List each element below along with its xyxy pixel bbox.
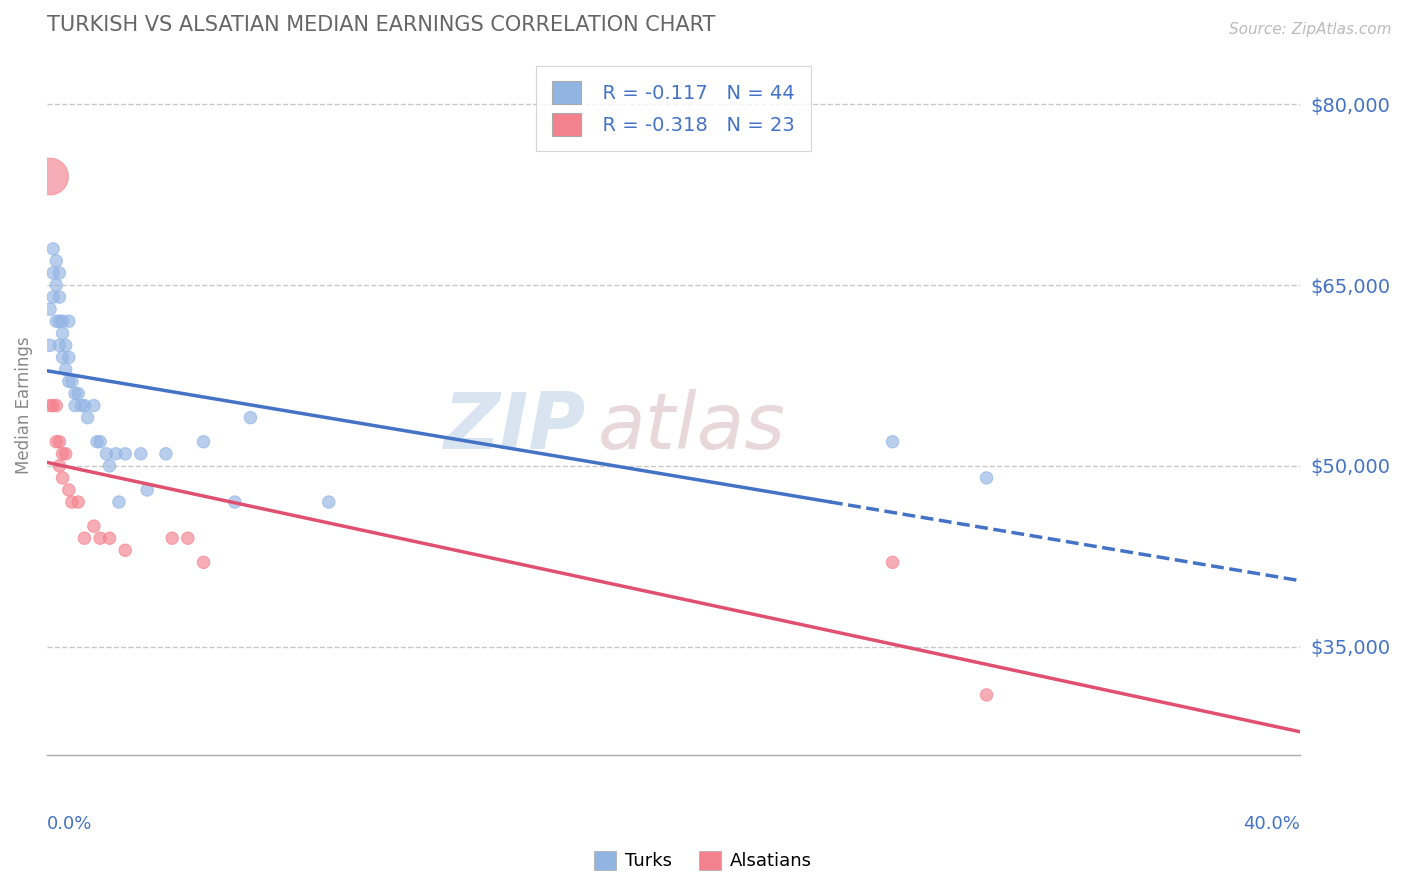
- Point: [89, 434, 111, 449]
- Point: [96, 447, 118, 461]
- Point: [42, 399, 65, 413]
- Point: [76, 410, 98, 425]
- Point: [51, 471, 73, 485]
- Text: 0.0%: 0.0%: [46, 815, 93, 833]
- Text: Source: ZipAtlas.com: Source: ZipAtlas.com: [1229, 22, 1392, 37]
- Point: [104, 447, 127, 461]
- Point: [48, 290, 70, 304]
- Point: [39, 169, 62, 184]
- Legend:   R = -0.117   N = 44,   R = -0.318   N = 23: R = -0.117 N = 44, R = -0.318 N = 23: [536, 66, 811, 152]
- Point: [45, 399, 67, 413]
- Point: [39, 399, 62, 413]
- Point: [70, 399, 93, 413]
- Point: [48, 266, 70, 280]
- Point: [98, 458, 121, 473]
- Point: [45, 434, 67, 449]
- Text: ZIP: ZIP: [443, 389, 586, 465]
- Point: [114, 447, 136, 461]
- Point: [60, 495, 83, 509]
- Text: TURKISH VS ALSATIAN MEDIAN EARNINGS CORRELATION CHART: TURKISH VS ALSATIAN MEDIAN EARNINGS CORR…: [46, 15, 716, 35]
- Point: [45, 254, 67, 268]
- Point: [51, 447, 73, 461]
- Point: [160, 531, 183, 545]
- Point: [129, 447, 152, 461]
- Text: atlas: atlas: [598, 389, 786, 465]
- Point: [60, 375, 83, 389]
- Point: [318, 495, 340, 509]
- Point: [42, 266, 65, 280]
- Point: [108, 495, 131, 509]
- Point: [63, 399, 86, 413]
- Point: [224, 495, 246, 509]
- Point: [882, 434, 904, 449]
- Point: [193, 555, 215, 569]
- Point: [976, 688, 998, 702]
- Point: [58, 351, 80, 365]
- Point: [45, 278, 67, 293]
- Point: [976, 471, 998, 485]
- Point: [89, 531, 111, 545]
- Point: [114, 543, 136, 558]
- Point: [48, 338, 70, 352]
- Y-axis label: Median Earnings: Median Earnings: [15, 337, 32, 475]
- Point: [39, 338, 62, 352]
- Point: [42, 290, 65, 304]
- Point: [67, 495, 90, 509]
- Point: [51, 314, 73, 328]
- Point: [73, 399, 96, 413]
- Point: [83, 399, 105, 413]
- Point: [51, 326, 73, 341]
- Point: [136, 483, 159, 497]
- Point: [155, 447, 177, 461]
- Point: [58, 375, 80, 389]
- Point: [45, 314, 67, 328]
- Point: [48, 314, 70, 328]
- Point: [177, 531, 200, 545]
- Point: [48, 434, 70, 449]
- Point: [98, 531, 121, 545]
- Point: [55, 338, 77, 352]
- Point: [55, 447, 77, 461]
- Point: [193, 434, 215, 449]
- Point: [83, 519, 105, 533]
- Point: [58, 483, 80, 497]
- Point: [39, 302, 62, 317]
- Legend: Turks, Alsatians: Turks, Alsatians: [588, 844, 818, 878]
- Point: [42, 242, 65, 256]
- Point: [51, 351, 73, 365]
- Point: [67, 386, 90, 401]
- Point: [55, 362, 77, 376]
- Text: 40.0%: 40.0%: [1243, 815, 1299, 833]
- Point: [73, 531, 96, 545]
- Point: [882, 555, 904, 569]
- Point: [63, 386, 86, 401]
- Point: [239, 410, 262, 425]
- Point: [58, 314, 80, 328]
- Point: [86, 434, 108, 449]
- Point: [48, 458, 70, 473]
